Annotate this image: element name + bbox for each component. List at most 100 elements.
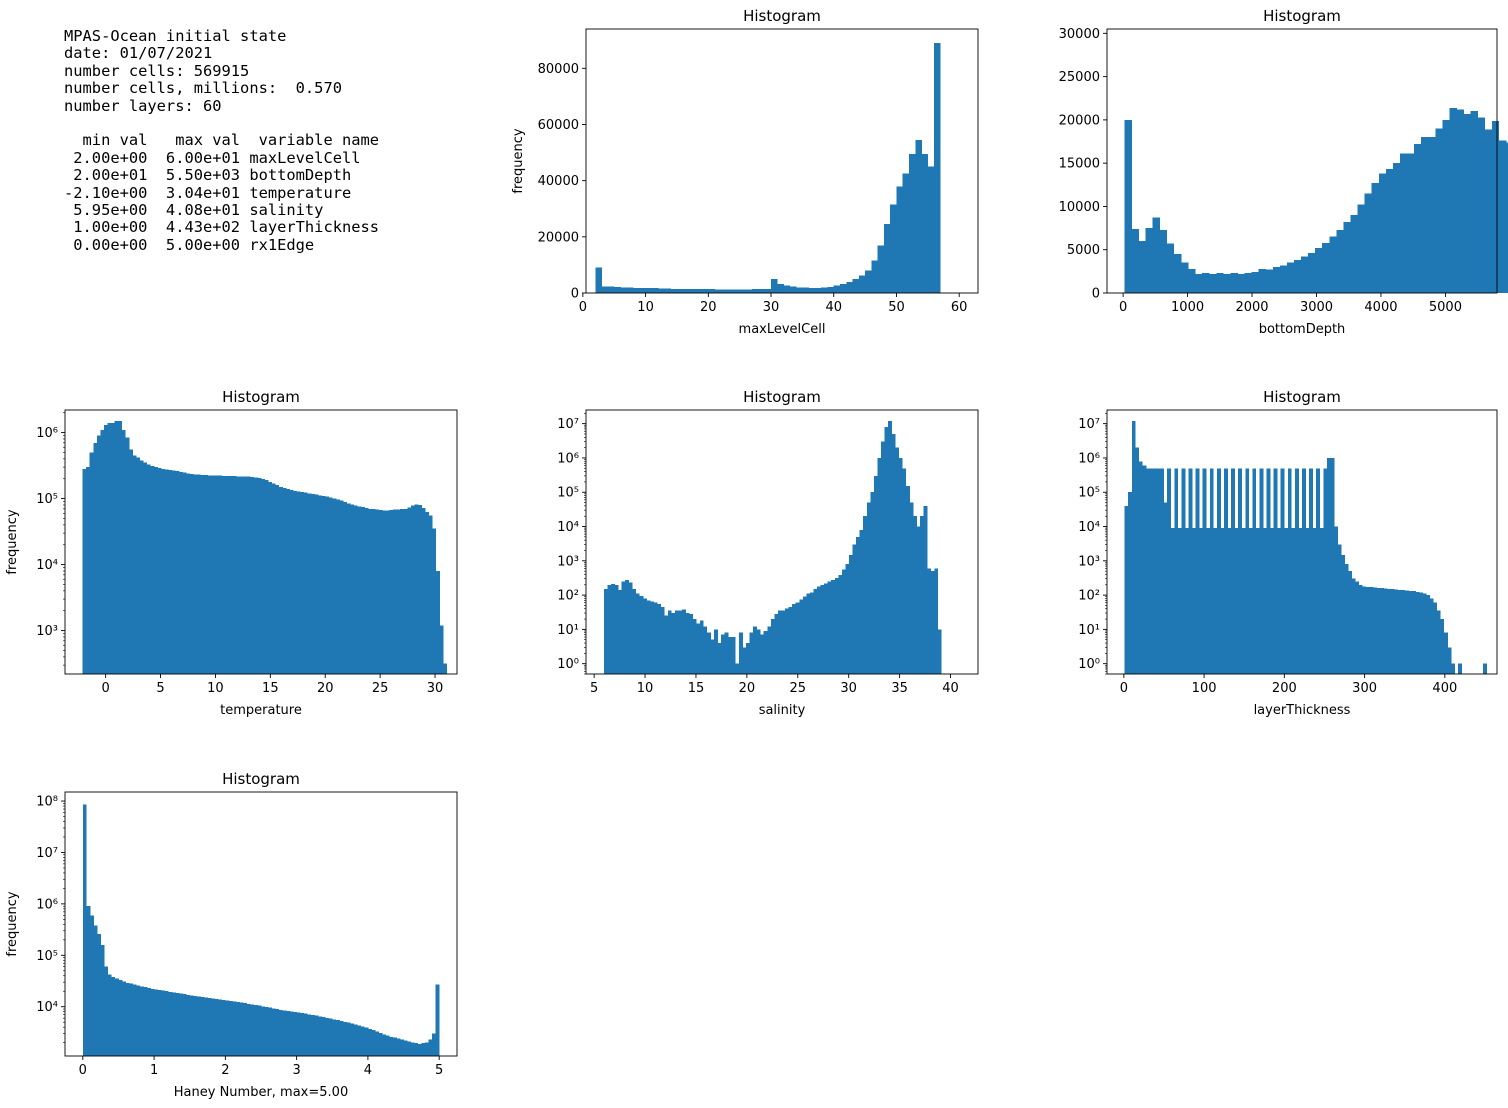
histogram-bar bbox=[139, 986, 144, 1056]
histogram-bar bbox=[635, 593, 640, 674]
histogram-bar bbox=[1383, 588, 1388, 674]
histogram-bar bbox=[802, 287, 809, 293]
histogram-bar bbox=[239, 476, 244, 674]
histogram-bar bbox=[1458, 663, 1462, 674]
histogram-bar bbox=[838, 575, 843, 674]
histogram-bar bbox=[937, 629, 942, 674]
histogram-bar bbox=[179, 993, 183, 1056]
histogram-bar bbox=[1209, 468, 1214, 674]
x-tick-label: 5000 bbox=[1429, 300, 1462, 315]
histogram-bar bbox=[749, 632, 754, 674]
histogram-bar bbox=[695, 289, 703, 293]
histogram-bar bbox=[107, 974, 112, 1056]
y-tick-label: 5000 bbox=[1067, 243, 1100, 258]
histogram-bar bbox=[846, 281, 853, 293]
histogram-bar bbox=[250, 476, 255, 674]
y-tick-label: 10³ bbox=[36, 624, 58, 639]
histogram-bar bbox=[1505, 142, 1508, 293]
histogram-bar bbox=[1336, 229, 1344, 293]
histogram-bar bbox=[164, 469, 169, 674]
histogram-bar bbox=[225, 476, 230, 674]
histogram-bar bbox=[1160, 468, 1165, 674]
histogram-bar bbox=[1456, 109, 1464, 293]
x-tick-label: 10 bbox=[207, 681, 224, 696]
histogram-bar bbox=[432, 528, 437, 674]
histogram-bar bbox=[1436, 610, 1441, 674]
histogram-bar bbox=[1138, 461, 1143, 674]
histogram-bar bbox=[1234, 528, 1239, 674]
histogram-bar bbox=[161, 990, 166, 1056]
y-tick-label: 10² bbox=[1078, 589, 1100, 604]
histogram-bar bbox=[175, 471, 180, 674]
axes-frame bbox=[64, 409, 458, 675]
histogram-bar bbox=[1426, 595, 1431, 674]
histogram-bar bbox=[1399, 153, 1408, 293]
histogram-bar bbox=[186, 473, 190, 674]
histogram-bar bbox=[770, 619, 775, 674]
y-axis-label: frequency bbox=[5, 509, 20, 575]
histogram-bar bbox=[1315, 247, 1323, 293]
histogram-bar bbox=[852, 278, 860, 293]
histogram-bar bbox=[1308, 253, 1316, 293]
histogram-bar bbox=[328, 497, 333, 674]
histogram-bar bbox=[1323, 468, 1328, 674]
histogram-bar bbox=[625, 579, 630, 674]
summary-line: -2.10e+00 3.04e+01 temperature bbox=[64, 183, 352, 202]
histogram-bar bbox=[1192, 528, 1196, 674]
chart-title: Histogram bbox=[743, 7, 821, 25]
y-tick-label: 40000 bbox=[538, 174, 579, 189]
histogram-bar bbox=[1124, 505, 1129, 674]
histogram-bar bbox=[339, 1020, 344, 1056]
histogram-bar bbox=[1397, 590, 1402, 674]
histogram-bar bbox=[1287, 468, 1292, 674]
histogram-bar bbox=[642, 598, 647, 674]
histogram-bar bbox=[161, 469, 165, 674]
histogram-bar bbox=[671, 613, 676, 674]
histogram-bar bbox=[871, 260, 878, 293]
histogram-bar bbox=[1238, 468, 1243, 674]
histogram-bar bbox=[278, 1009, 283, 1056]
x-tick-label: 25 bbox=[372, 681, 389, 696]
histogram-bar bbox=[1265, 269, 1274, 293]
x-tick-label: 20 bbox=[317, 681, 334, 696]
histogram-bar bbox=[321, 1017, 326, 1056]
histogram-bar bbox=[82, 469, 87, 674]
histogram-bar bbox=[310, 493, 315, 674]
histogram-bar bbox=[916, 526, 921, 674]
x-tick-label: 60 bbox=[951, 300, 968, 315]
histogram-bar bbox=[905, 486, 910, 674]
histogram-bar bbox=[128, 449, 133, 674]
x-tick-label: 4000 bbox=[1364, 300, 1397, 315]
y-tick-label: 20000 bbox=[538, 230, 579, 245]
histogram-bar bbox=[1216, 273, 1224, 293]
histogram-bar bbox=[1442, 119, 1450, 293]
histogram-bar bbox=[1159, 229, 1168, 293]
histogram-panel-layerthickness: 0 100 200 300 400 10⁰ 10¹ 10² 10³ 10⁴ 10⁵ 10⁶ 10⁷ His… bbox=[1078, 388, 1498, 718]
histogram-bar bbox=[689, 614, 693, 674]
axes-frame bbox=[1106, 409, 1498, 675]
histogram-bar bbox=[314, 1015, 319, 1056]
histogram-bar bbox=[228, 1001, 233, 1056]
y-tick-label: 10⁸ bbox=[36, 795, 58, 810]
histogram-bar bbox=[888, 420, 892, 674]
histogram-bar bbox=[93, 925, 98, 1056]
histogram-bar bbox=[1415, 591, 1420, 674]
histogram-bar bbox=[382, 1034, 387, 1056]
histogram-bar bbox=[357, 506, 362, 674]
x-tick-label: 4 bbox=[364, 1063, 372, 1078]
histogram-bar bbox=[1202, 468, 1207, 674]
histogram-bar bbox=[626, 287, 634, 293]
histogram-bar bbox=[650, 601, 654, 674]
histogram-bar bbox=[880, 441, 885, 674]
histogram-bar bbox=[865, 270, 872, 293]
y-tick-label: 10⁷ bbox=[557, 417, 579, 432]
histogram-bar bbox=[1291, 528, 1296, 674]
histogram-bar bbox=[100, 944, 105, 1056]
histogram-bar bbox=[200, 474, 205, 674]
histogram-bar bbox=[367, 1028, 372, 1056]
y-axis-label: frequency bbox=[5, 891, 20, 957]
summary-line: 2.00e+01 5.50e+03 bottomDepth bbox=[64, 166, 352, 185]
histogram-bar bbox=[243, 1003, 248, 1056]
histogram-bar bbox=[182, 472, 187, 674]
histogram-bar bbox=[1407, 153, 1415, 293]
